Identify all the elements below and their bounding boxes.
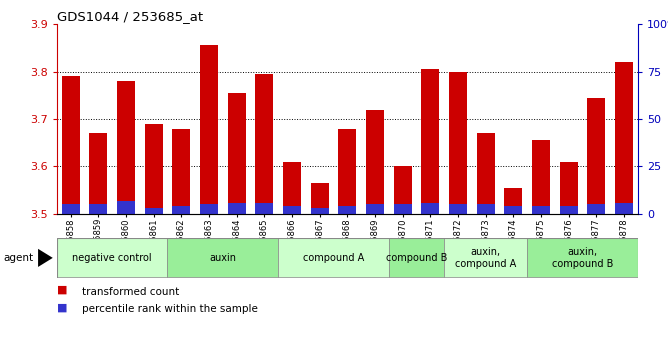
Bar [560,162,578,214]
Bar [311,208,329,214]
Bar [90,205,108,214]
Text: percentile rank within the sample: percentile rank within the sample [82,304,258,314]
Bar [587,98,605,214]
Bar [449,72,467,214]
Text: ■: ■ [57,285,67,295]
Bar [560,206,578,214]
Bar [200,205,218,214]
Bar [255,74,273,214]
Bar [57,238,168,277]
Bar [615,203,633,214]
Text: GDS1044 / 253685_at: GDS1044 / 253685_at [57,10,203,23]
Bar [228,203,246,214]
Bar [117,201,135,214]
Bar [228,93,246,214]
Bar [168,238,278,277]
Bar [532,140,550,214]
Bar [172,128,190,214]
Bar [145,124,162,214]
Text: ■: ■ [57,302,67,312]
Bar [587,205,605,214]
Text: negative control: negative control [72,253,152,263]
Bar [311,183,329,214]
Bar [532,206,550,214]
Bar [172,206,190,214]
Text: auxin,
compound A: auxin, compound A [455,247,516,269]
Bar [278,238,389,277]
Bar [339,206,356,214]
Bar [444,238,527,277]
Bar [61,76,79,214]
Bar [477,133,495,214]
Text: auxin,
compound B: auxin, compound B [552,247,613,269]
Text: compound A: compound A [303,253,364,263]
Text: auxin: auxin [209,253,236,263]
Bar [389,238,444,277]
Bar [200,46,218,214]
Bar [283,162,301,214]
Bar [504,206,522,214]
Text: agent: agent [3,253,33,263]
Bar [255,203,273,214]
Text: compound B: compound B [386,253,448,263]
Bar [90,133,108,214]
Bar [145,208,162,214]
Polygon shape [38,249,53,267]
Bar [477,205,495,214]
Text: transformed count: transformed count [82,287,180,297]
Bar [393,167,411,214]
Bar [393,205,411,214]
Bar [422,69,440,214]
Bar [61,205,79,214]
Bar [504,188,522,214]
Bar [339,128,356,214]
Bar [615,62,633,214]
Bar [422,203,440,214]
Bar [449,205,467,214]
Bar [283,206,301,214]
Bar [366,109,384,214]
Bar [527,238,638,277]
Bar [117,81,135,214]
Bar [366,205,384,214]
